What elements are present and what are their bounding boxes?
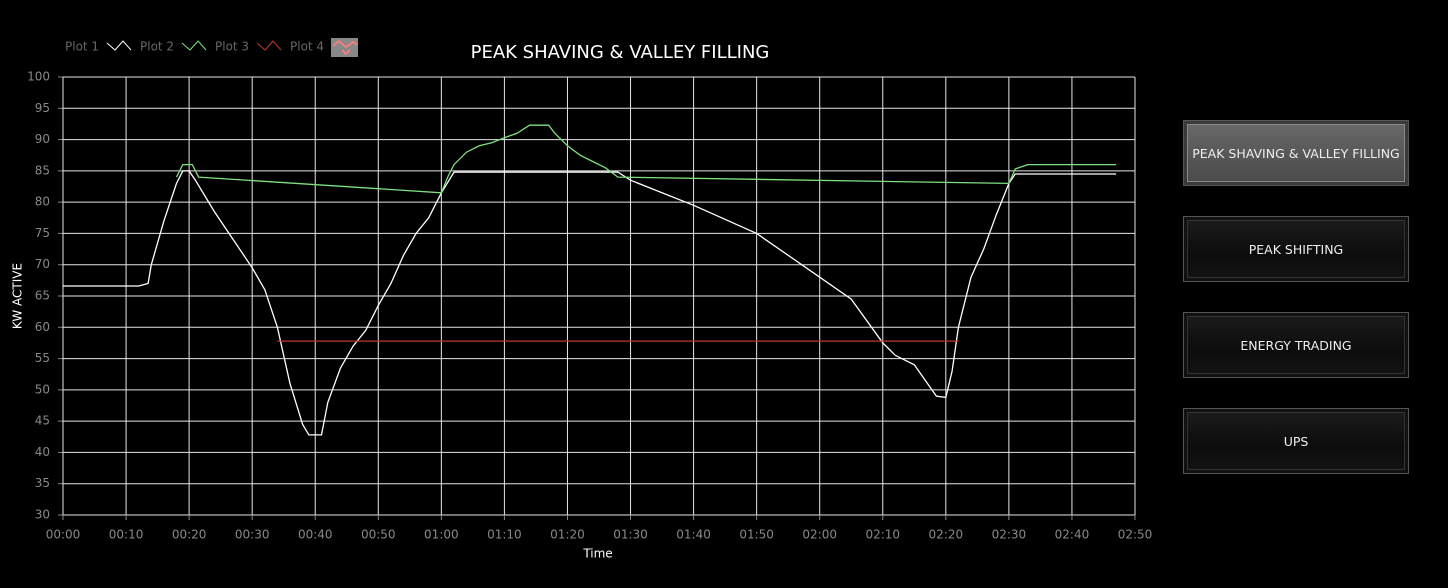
x-tick-label: 02:40 [1055,528,1090,542]
x-tick-label: 02:00 [802,528,837,542]
y-tick-label: 40 [35,445,50,459]
x-tick-label: 02:30 [992,528,1027,542]
y-tick-label: 30 [35,508,50,522]
chart-title: PEAK SHAVING & VALLEY FILLING [471,42,770,63]
y-tick-label: 95 [35,101,50,115]
x-tick-label: 00:30 [235,528,270,542]
chart: PEAK SHAVING & VALLEY FILLING Time KW AC… [11,38,1153,561]
x-tick-label: 02:50 [1118,528,1153,542]
legend-label: Plot 4 [290,40,324,54]
x-tick-label: 00:40 [298,528,333,542]
x-tick-label: 00:50 [361,528,396,542]
mode-button[interactable]: ENERGY TRADING [1183,312,1409,378]
y-tick-label: 100 [27,70,50,84]
legend-label: Plot 2 [140,40,174,54]
mode-button[interactable]: PEAK SHAVING & VALLEY FILLING [1183,120,1409,186]
x-tick-label: 02:10 [865,528,900,542]
y-tick-label: 35 [35,476,50,490]
mode-button[interactable]: PEAK SHIFTING [1183,216,1409,282]
x-tick-label: 01:30 [613,528,648,542]
x-tick-label: 01:20 [550,528,585,542]
y-tick-label: 75 [35,226,50,240]
y-tick-label: 85 [35,163,50,177]
y-axis-label: KW ACTIVE [11,263,25,329]
series-line [175,124,1117,194]
legend-label: Plot 1 [65,40,99,54]
mode-button[interactable]: UPS [1183,408,1409,474]
x-tick-label: 00:00 [46,528,81,542]
x-tick-label: 01:00 [424,528,459,542]
y-tick-label: 55 [35,351,50,365]
x-tick-label: 02:20 [929,528,964,542]
y-tick-label: 90 [35,132,50,146]
series-line [63,170,1117,436]
x-tick-label: 01:10 [487,528,522,542]
x-tick-label: 01:40 [676,528,711,542]
x-tick-label: 00:20 [172,528,207,542]
x-axis-label: Time [582,547,612,561]
x-tick-label: 01:50 [739,528,774,542]
y-tick-label: 80 [35,195,50,209]
x-tick-label: 00:10 [109,528,144,542]
legend-swatch [256,40,282,51]
legend-label: Plot 3 [215,40,249,54]
y-tick-label: 70 [35,257,50,271]
legend-swatch [331,38,358,57]
y-tick-label: 50 [35,382,50,396]
y-tick-label: 45 [35,414,50,428]
legend-swatch [181,40,207,51]
legend-swatch [106,40,132,51]
y-tick-label: 60 [35,320,50,334]
legend-swatch [332,39,358,56]
y-tick-label: 65 [35,289,50,303]
